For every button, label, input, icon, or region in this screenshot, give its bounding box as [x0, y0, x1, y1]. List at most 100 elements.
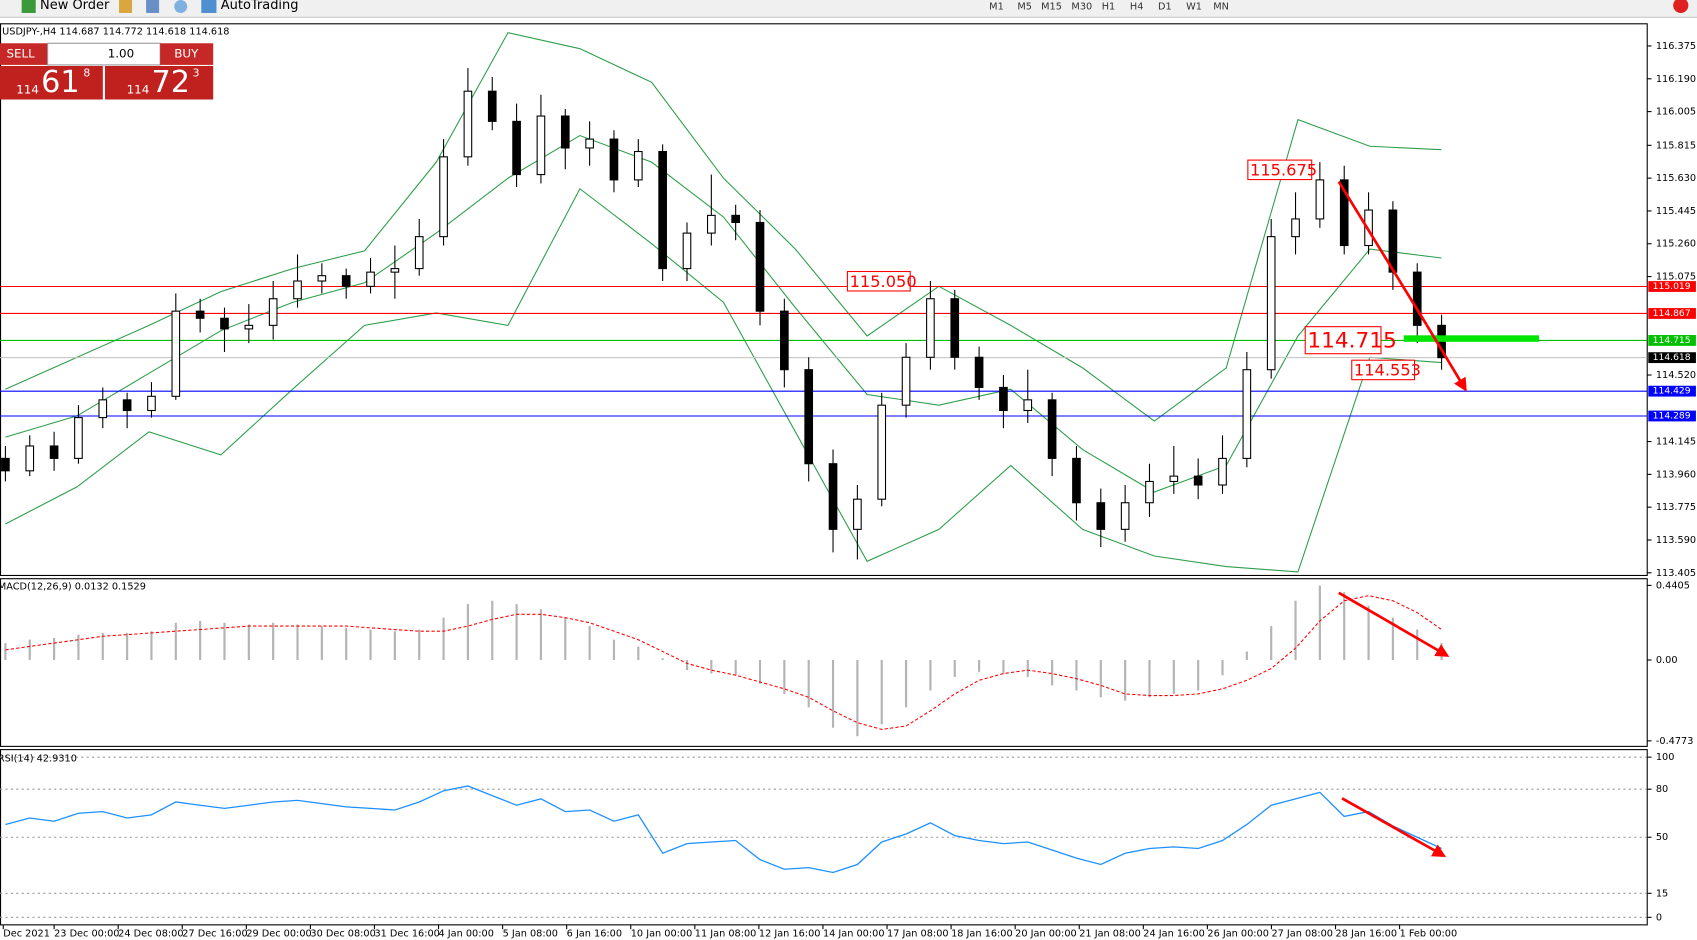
toolbar-icon[interactable]	[174, 0, 188, 13]
candle-body	[682, 232, 692, 270]
x-tick-label: 31 Dec 16:00	[374, 929, 439, 940]
toolbar-icon[interactable]	[119, 0, 133, 13]
candle-body	[268, 298, 278, 326]
y-tick-label: 113.590	[1656, 535, 1696, 546]
toolbar-icon[interactable]	[146, 0, 160, 13]
buy-label[interactable]: BUY	[174, 47, 199, 61]
timeframe-button[interactable]: M1	[989, 1, 1004, 12]
candle-body	[560, 115, 570, 149]
candle-body	[220, 317, 229, 330]
timeframe-button[interactable]: M30	[1071, 1, 1092, 12]
price-annotation: 115.675	[1250, 160, 1317, 179]
rsi-line	[5, 785, 1442, 874]
bid-box[interactable]	[0, 65, 103, 100]
candle-body	[1169, 475, 1179, 482]
candle-body	[122, 399, 132, 412]
candle-body	[1120, 502, 1130, 530]
candle-body	[463, 90, 473, 158]
lots-value[interactable]: 1.00	[108, 47, 134, 61]
x-tick-label: 29 Dec 00:00	[246, 929, 311, 940]
candle-body	[755, 221, 765, 312]
candle-body	[293, 280, 302, 300]
x-tick-label: 14 Jan 00:00	[823, 929, 885, 940]
candle-body	[609, 138, 619, 181]
x-tick-label: 17 Jan 08:00	[887, 929, 949, 940]
candle-body	[25, 445, 35, 472]
candle-body	[950, 298, 960, 358]
x-tick-label: 11 Jan 08:00	[695, 929, 757, 940]
level-label-box	[1648, 385, 1696, 397]
candle-body	[901, 356, 911, 406]
timeframe-button[interactable]: W1	[1186, 1, 1202, 12]
candle-body	[974, 356, 984, 388]
notification-badge[interactable]	[1673, 0, 1689, 13]
y-tick-label: 115.075	[1656, 272, 1696, 283]
y-tick-label: 100	[1656, 752, 1675, 763]
autotrading-icon[interactable]	[201, 0, 217, 13]
y-tick-label: 116.005	[1656, 107, 1696, 118]
y-tick-label: 116.190	[1656, 74, 1696, 85]
axes: 116.375 116.190 116.005 115.815 115.630 115.4…	[2, 41, 1696, 940]
level-label: 114.289	[1653, 410, 1691, 421]
candle-body	[926, 298, 935, 358]
candle-body	[390, 268, 400, 273]
new-order-icon[interactable]	[21, 0, 36, 13]
autotrading-button[interactable]: AutoTrading	[221, 0, 299, 13]
ask-box[interactable]	[104, 65, 214, 100]
candle-body	[366, 271, 375, 287]
level-label: 114.867	[1653, 308, 1691, 319]
buy-button[interactable]	[160, 43, 214, 65]
candle-body	[74, 417, 83, 459]
sell-button[interactable]	[0, 43, 48, 65]
candle-body	[1145, 480, 1154, 504]
candle-body	[804, 369, 814, 465]
candle-body	[1291, 218, 1300, 238]
price-plot	[0, 32, 1648, 573]
new-order-button[interactable]: New Order	[40, 0, 110, 13]
x-tick-label: 18 Jan 16:00	[951, 929, 1013, 940]
timeframe-button[interactable]: M15	[1041, 1, 1062, 12]
price-annotation-box	[846, 270, 911, 292]
x-tick-label: 4 Jan 00:00	[439, 929, 494, 940]
price-annotation: 114.715	[1307, 328, 1396, 353]
rsi-title: RSI(14) 42.9310	[0, 753, 77, 764]
candle-body	[1388, 209, 1398, 273]
x-tick-label: Dec 2021	[3, 929, 50, 940]
bollinger-middle	[5, 134, 1442, 493]
timeframe-button[interactable]: H4	[1130, 1, 1144, 12]
candle-body	[780, 310, 789, 371]
candle-body	[1315, 179, 1325, 220]
timeframe-button[interactable]: M5	[1017, 1, 1032, 12]
candle-body	[658, 150, 667, 270]
candle-body	[244, 324, 254, 330]
candle-body	[1412, 271, 1422, 326]
lots-input[interactable]	[47, 42, 161, 66]
sell-label[interactable]: SELL	[6, 47, 35, 61]
candle-body	[1242, 369, 1252, 459]
x-tick-label: 27 Dec 16:00	[182, 929, 247, 940]
candle-body	[633, 150, 643, 181]
timeframe-button[interactable]: D1	[1158, 1, 1172, 12]
x-tick-label: 24 Dec 08:00	[118, 929, 183, 940]
y-tick-label: 0.4405	[1656, 580, 1690, 591]
price-annotation-box	[1304, 326, 1382, 355]
level-label: 114.429	[1653, 386, 1691, 397]
x-tick-label: 5 Jan 08:00	[503, 929, 558, 940]
y-tick-label: 80	[1656, 784, 1668, 795]
timeframe-button[interactable]: MN	[1213, 1, 1229, 12]
timeframe-button[interactable]: H1	[1102, 1, 1116, 12]
rsi-arrow	[1341, 797, 1447, 857]
bid-pips: 61	[41, 65, 80, 100]
ask-big: 114	[127, 82, 150, 96]
candle-body	[487, 90, 497, 122]
macd-panel	[0, 578, 1648, 747]
macd-title: MACD(12,26,9) 0.0132 0.1529	[0, 581, 146, 592]
y-tick-label: 113.960	[1656, 469, 1696, 480]
x-tick-label: 20 Jan 00:00	[1015, 929, 1077, 940]
candle-body	[512, 120, 521, 176]
level-label-box	[1648, 308, 1696, 319]
candle-body	[853, 498, 862, 530]
candle-body	[147, 395, 156, 412]
rsi-plot	[0, 756, 1648, 918]
